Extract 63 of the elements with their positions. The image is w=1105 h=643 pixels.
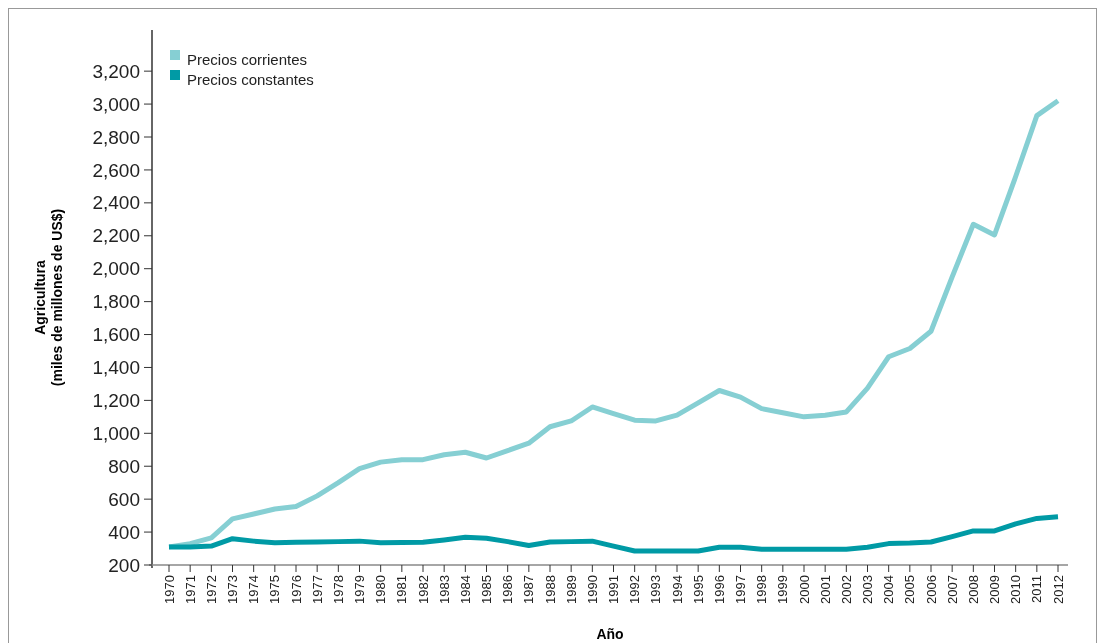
x-tick-label: 1997 [733,575,749,604]
x-tick-label: 1986 [500,575,516,604]
x-tick-label: 2007 [944,575,960,604]
x-tick-label: 2000 [796,575,812,604]
y-tick-label: 1,200 [92,390,140,412]
x-tick-label: 1989 [563,575,579,604]
x-tick-label: 1998 [754,575,770,604]
y-tick-label: 600 [108,488,140,510]
x-tick-label: 2011 [1029,575,1045,603]
x-tick-label: 2004 [881,575,897,604]
x-tick-label: 1978 [330,575,346,604]
x-tick-label: 1970 [161,575,177,604]
y-tick-label: 200 [108,554,140,576]
x-tick-label: 1988 [542,575,558,604]
x-tick-label: 1993 [648,575,664,604]
x-tick-label: 1985 [479,575,495,604]
x-tick-label: 1982 [415,575,431,604]
x-tick-label: 2001 [817,575,833,604]
x-axis-title: Año [596,626,624,642]
x-tick-label: 2006 [923,575,939,604]
y-tick-label: 2,200 [92,225,140,247]
x-tick-label: 1996 [711,575,727,604]
y-tick-label: 2,400 [92,192,140,214]
y-tick-label: 1,600 [92,324,140,346]
y-tick-label: 3,000 [92,93,140,115]
y-tick-label: 400 [108,521,140,543]
x-tick-label: 1990 [584,575,600,604]
x-tick-label: 1976 [288,575,304,604]
x-tick-label: 2009 [987,575,1003,604]
y-tick-label: 1,400 [92,357,140,379]
x-tick-label: 1984 [457,575,473,604]
y-tick-label: 2,800 [92,126,140,148]
x-tick-label: 1977 [309,575,325,604]
x-tick-label: 1983 [436,575,452,604]
x-tick-label: 1971 [182,575,198,604]
x-tick-label: 2010 [1008,575,1024,604]
x-tick-label: 1973 [225,575,241,604]
legend-label: Precios constantes [187,71,314,89]
y-tick-label: 800 [108,455,140,477]
legend-label: Precios corrientes [187,51,308,69]
x-tick-label: 1991 [606,575,622,604]
x-tick-label: 2005 [902,575,918,604]
x-tick-label: 1987 [521,575,537,604]
x-tick-label: 1992 [627,575,643,604]
x-tick-label: 1999 [775,575,791,604]
y-axis-title: Agricultura (miles de millones de US$) [32,208,65,387]
y-tick-label: 2,600 [92,159,140,181]
x-tick-label: 1972 [203,575,219,604]
x-tick-label: 1994 [669,575,685,604]
x-tick-label: 1975 [267,575,283,604]
x-tick-label: 2008 [965,575,981,604]
x-tick-label: 1979 [352,575,368,604]
x-tick-label: 2012 [1050,575,1066,604]
y-tick-label: 3,200 [92,60,140,82]
x-tick-label: 1980 [373,575,389,604]
x-tick-label: 1981 [394,575,410,604]
y-tick-label: 1,800 [92,291,140,313]
x-tick-label: 1995 [690,575,706,604]
y-tick-label: 1,000 [92,422,140,444]
x-tick-label: 2003 [860,575,876,604]
y-tick-label: 2,000 [92,258,140,280]
x-tick-label: 2002 [838,575,854,604]
x-tick-label: 1974 [246,575,262,604]
